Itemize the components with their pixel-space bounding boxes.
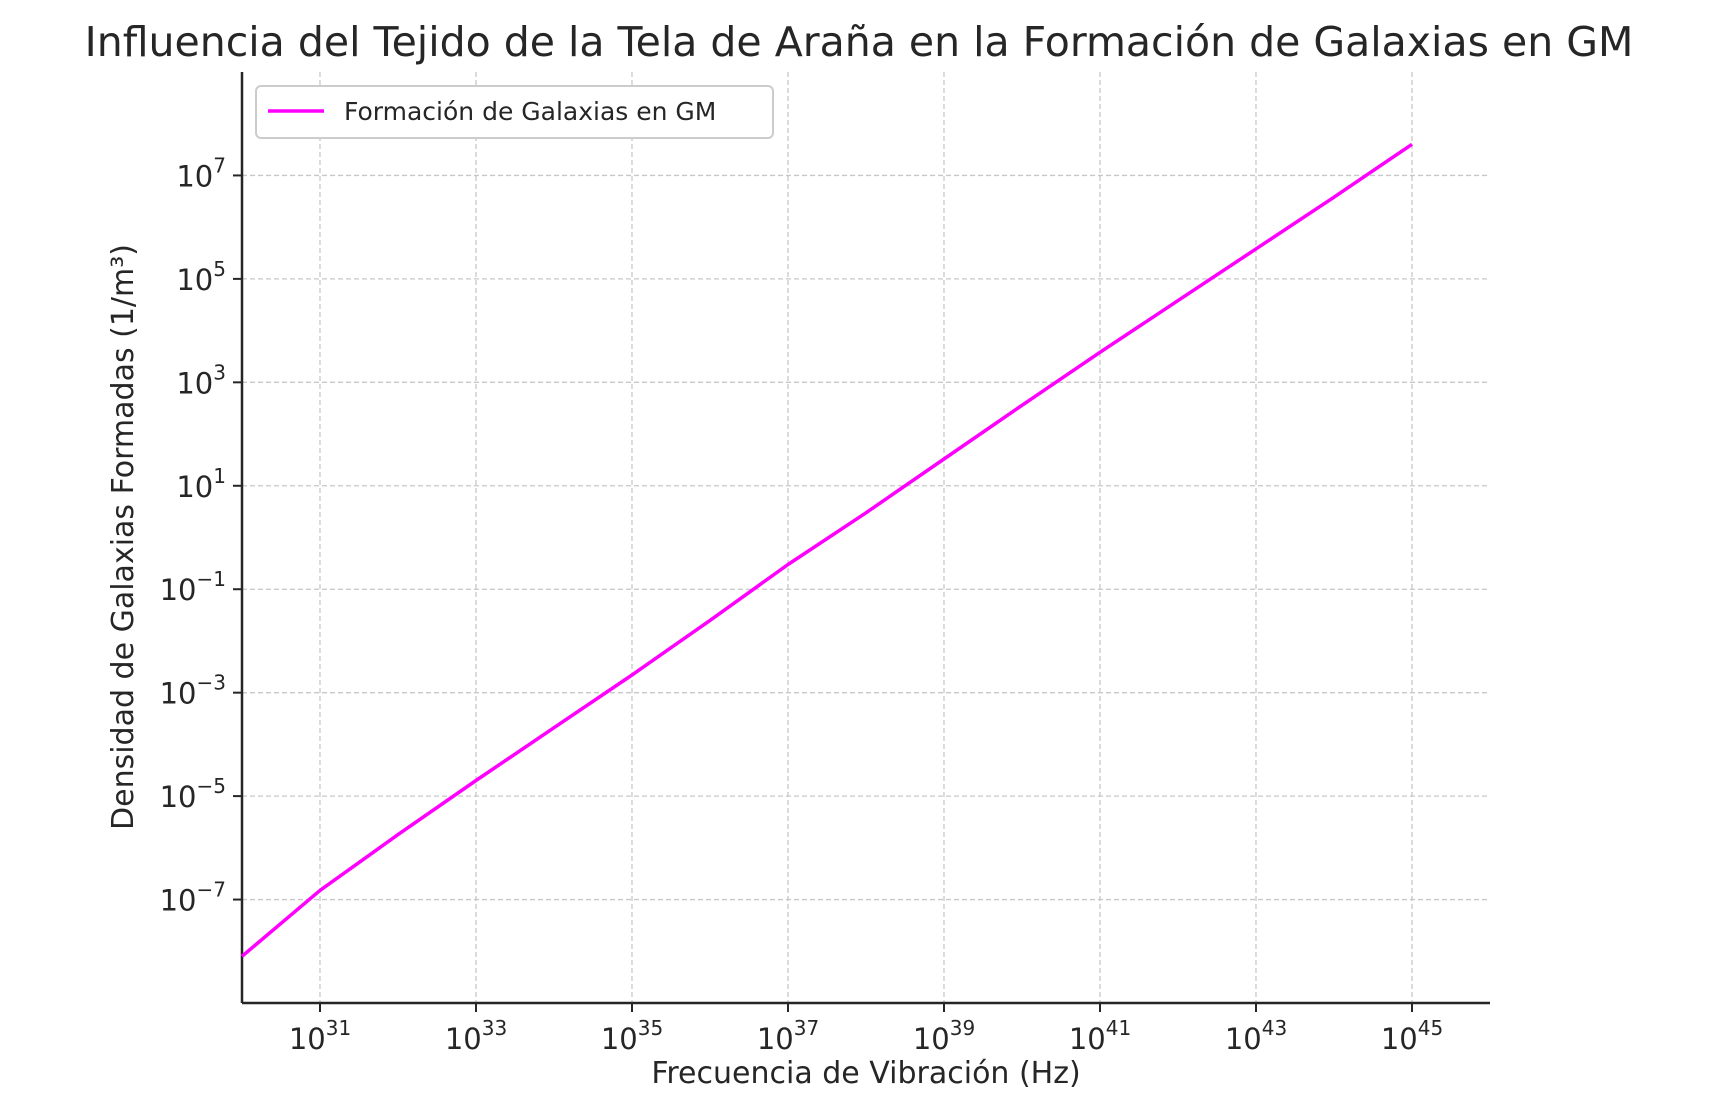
y-tick-base: 10 <box>160 884 197 918</box>
y-tick-label: 10−7 <box>160 878 226 918</box>
y-tick-base: 10 <box>160 780 197 814</box>
axes <box>240 72 1490 1005</box>
series-line <box>240 142 1413 958</box>
x-tick-exponent: 45 <box>1418 1016 1443 1040</box>
y-tick-exponent: −7 <box>197 878 226 902</box>
x-tick-label: 1039 <box>913 1016 975 1056</box>
x-tick-label: 1045 <box>1381 1016 1443 1056</box>
y-tick-exponent: 1 <box>213 464 226 488</box>
x-axis-label: Frecuencia de Vibración (Hz) <box>651 1056 1080 1091</box>
y-tick-label: 103 <box>176 360 226 400</box>
x-tick-label: 1033 <box>445 1016 507 1056</box>
y-tick-base: 10 <box>176 366 213 400</box>
y-tick-base: 10 <box>160 677 197 711</box>
x-tick-base: 10 <box>1381 1022 1418 1056</box>
x-tick-exponent: 43 <box>1262 1016 1287 1040</box>
y-tick-exponent: −3 <box>197 671 226 695</box>
x-tick-exponent: 35 <box>638 1016 663 1040</box>
legend-box <box>255 85 774 139</box>
y-tick-label: 10−5 <box>160 774 226 814</box>
x-tick-label: 1035 <box>601 1016 663 1056</box>
x-tick-base: 10 <box>757 1022 794 1056</box>
grid <box>242 72 1490 1003</box>
y-tick-label: 105 <box>176 257 226 297</box>
x-tick-exponent: 37 <box>794 1016 819 1040</box>
y-tick-label: 107 <box>176 153 226 193</box>
x-tick-base: 10 <box>1069 1022 1106 1056</box>
legend: Formación de Galaxias en GM <box>255 85 774 139</box>
y-axis-label: Densidad de Galaxias Formadas (1/m³) <box>106 244 141 830</box>
x-tick-exponent: 33 <box>482 1016 507 1040</box>
legend-label: Formación de Galaxias en GM <box>344 97 716 126</box>
y-tick-base: 10 <box>176 159 213 193</box>
x-tick-base: 10 <box>913 1022 950 1056</box>
y-tick-base: 10 <box>176 470 213 504</box>
x-tick-exponent: 41 <box>1106 1016 1131 1040</box>
y-tick-label: 101 <box>176 464 226 504</box>
y-tick-label: 10−3 <box>160 671 226 711</box>
x-tick-base: 10 <box>289 1022 326 1056</box>
y-tick-exponent: −1 <box>197 567 226 591</box>
y-tick-exponent: 5 <box>213 257 226 281</box>
x-tick-label: 1043 <box>1225 1016 1287 1056</box>
chart-title: Influencia del Tejido de la Tela de Arañ… <box>85 18 1634 66</box>
series-layer <box>240 142 1413 958</box>
x-tick-label: 1031 <box>289 1016 351 1056</box>
y-tick-exponent: 3 <box>213 360 226 384</box>
x-ticks: 1031 1033 1035 1037 1039 1041 1043 1045 <box>289 1003 1443 1056</box>
x-tick-base: 10 <box>601 1022 638 1056</box>
y-tick-base: 10 <box>176 263 213 297</box>
x-tick-exponent: 31 <box>326 1016 351 1040</box>
y-tick-label: 10−1 <box>160 567 226 607</box>
y-tick-base: 10 <box>160 573 197 607</box>
y-tick-exponent: 7 <box>213 153 226 177</box>
x-tick-label: 1037 <box>757 1016 819 1056</box>
x-tick-base: 10 <box>1225 1022 1262 1056</box>
x-tick-label: 1041 <box>1069 1016 1131 1056</box>
x-tick-base: 10 <box>445 1022 482 1056</box>
y-tick-exponent: −5 <box>197 774 226 798</box>
x-tick-exponent: 39 <box>950 1016 975 1040</box>
